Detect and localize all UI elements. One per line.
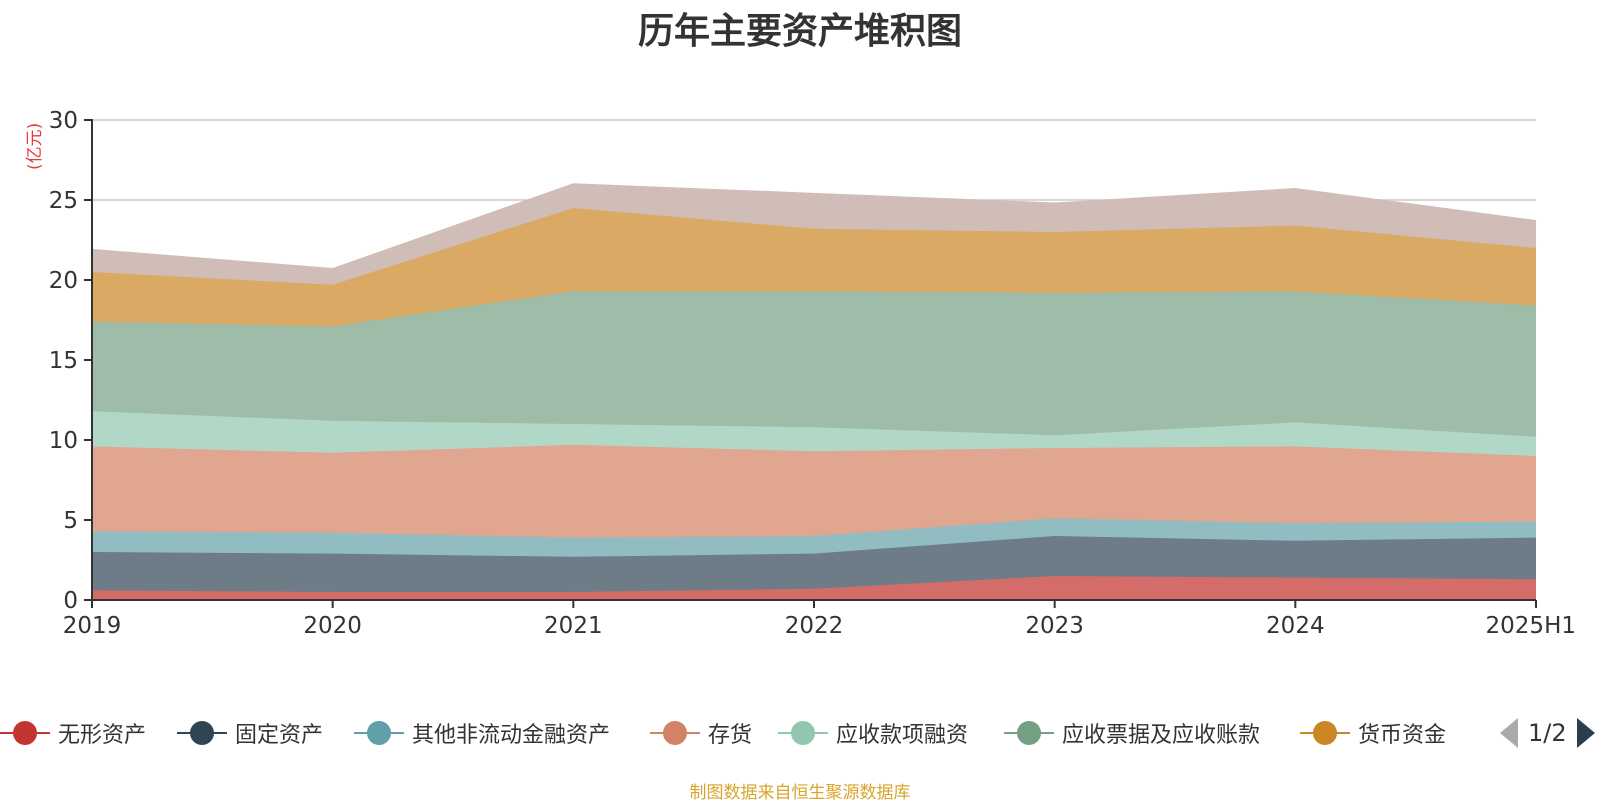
- legend-item-1[interactable]: 固定资产: [177, 708, 323, 758]
- legend-marker-icon: [354, 718, 404, 748]
- area-series-5[interactable]: [92, 291, 1536, 437]
- source-note: 制图数据来自恒生聚源数据库: [689, 783, 911, 803]
- legend-item-6[interactable]: 货币资金: [1300, 708, 1446, 758]
- y-tick-label-15: 15: [49, 348, 78, 374]
- legend-pager: 1/2: [1500, 708, 1595, 758]
- legend-label: 应收款项融资: [836, 723, 969, 748]
- area-series-7[interactable]: [92, 184, 1536, 285]
- legend-prev-page-arrow-icon[interactable]: [1500, 718, 1518, 748]
- legend-marker-icon: [177, 718, 227, 748]
- x-tick-label-5: 2024: [1266, 613, 1325, 639]
- legend-item-2[interactable]: 其他非流动金融资产: [354, 708, 610, 758]
- x-tick-label-3: 2022: [785, 613, 844, 639]
- legend-marker-icon: [650, 718, 700, 748]
- y-tick-label-5: 5: [63, 508, 78, 534]
- legend-item-5[interactable]: 应收票据及应收账款: [1004, 708, 1260, 758]
- legend-page-indicator: 1/2: [1528, 719, 1567, 747]
- legend-marker-icon: [0, 718, 50, 748]
- legend-item-3[interactable]: 存货: [650, 708, 752, 758]
- legend-label: 无形资产: [58, 723, 147, 748]
- legend: 无形资产 固定资产 其他非流动金融资产 存货 应收款项融资 应收票据及应收账款 货币资金: [0, 708, 1600, 758]
- legend-item-0[interactable]: 无形资产: [0, 708, 146, 758]
- legend-label: 货币资金: [1358, 723, 1447, 748]
- x-tick-label-6: 2025H1: [1486, 613, 1576, 639]
- area-series: [91, 183, 1537, 600]
- y-tick-label-20: 20: [49, 268, 78, 294]
- y-tick-label-25: 25: [49, 188, 78, 214]
- area-series-1[interactable]: [92, 536, 1536, 592]
- legend-marker-icon: [1004, 718, 1054, 748]
- legend-label: 存货: [708, 723, 753, 748]
- y-tick-label-10: 10: [49, 428, 78, 454]
- x-tick-label-0: 2019: [63, 613, 122, 639]
- area-series-6[interactable]: [92, 208, 1536, 327]
- y-tick-label-30: 30: [49, 108, 78, 134]
- legend-item-4[interactable]: 应收款项融资: [778, 708, 968, 758]
- area-series-2[interactable]: [92, 518, 1536, 557]
- legend-label: 固定资产: [235, 723, 324, 748]
- stacked-area-chart: 0 5 10 15 20 25 30 2019 2020 2021 2022 2023 2024 2025…: [49, 108, 1576, 639]
- chart-title: 历年主要资产堆积图: [637, 11, 962, 52]
- x-tick-label-4: 2023: [1025, 613, 1084, 639]
- axes: 0 5 10 15 20 25 30 2019 2020 2021 2022 2023 2024 2025…: [49, 108, 1576, 639]
- legend-label: 应收票据及应收账款: [1062, 723, 1261, 748]
- x-tick-label-1: 2020: [303, 613, 362, 639]
- legend-label: 其他非流动金融资产: [412, 723, 611, 748]
- area-series-3[interactable]: [92, 444, 1536, 538]
- legend-marker-icon: [1300, 718, 1350, 748]
- legend-next-page-arrow-icon[interactable]: [1576, 718, 1595, 748]
- area-series-edge-7: [91, 183, 1537, 270]
- area-series-0[interactable]: [92, 576, 1536, 600]
- legend-marker-icon: [778, 718, 828, 748]
- y-tick-label-0: 0: [63, 588, 78, 614]
- x-tick-label-2: 2021: [544, 613, 603, 639]
